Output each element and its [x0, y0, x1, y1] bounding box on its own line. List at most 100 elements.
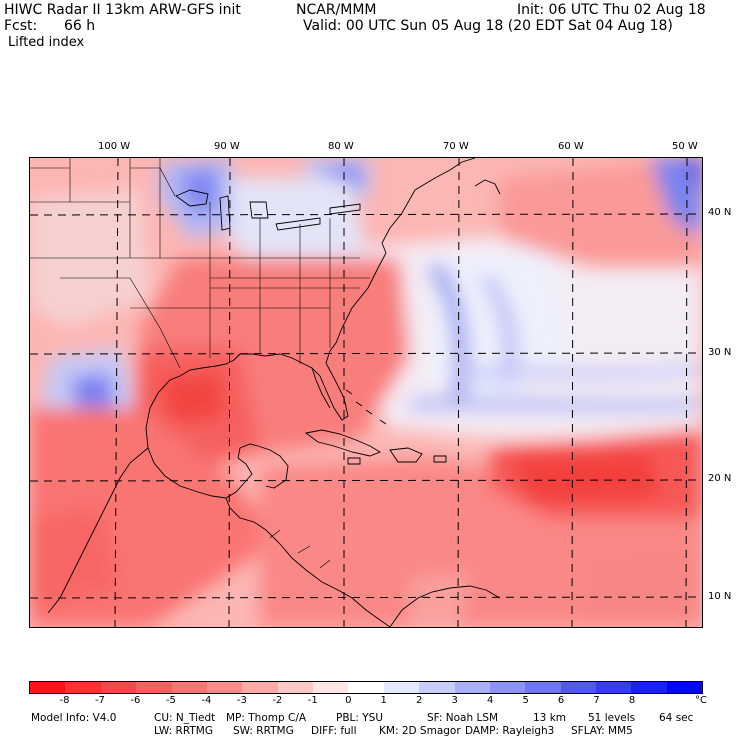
lat-label-20n: 20 N — [708, 473, 732, 484]
colorbar-swatch — [65, 682, 101, 693]
map-canvas — [30, 158, 702, 627]
state-borders — [30, 158, 370, 569]
colorbar-swatch — [100, 682, 137, 693]
colorbar-tick-label: 2 — [416, 695, 423, 706]
parallel-30n — [30, 352, 702, 355]
longwave-scheme: LW: RRTMG — [154, 725, 213, 737]
surface-layer-scheme: SFLAY: MM5 — [571, 725, 633, 737]
cumulus-scheme: CU: N_Tiedt — [154, 712, 216, 724]
parallel-10n — [30, 596, 702, 599]
colorbar-tick-label: 8 — [628, 695, 636, 706]
colorbar-swatch — [136, 682, 172, 693]
colorbar-tick-label: -5 — [165, 695, 176, 706]
colorbar-swatch — [206, 682, 243, 693]
us-canada-border — [30, 167, 176, 197]
colorbar-swatch — [419, 682, 455, 693]
bahamas — [345, 389, 387, 425]
lake-ontario — [329, 203, 361, 215]
us-mexico-border — [60, 277, 181, 369]
lat-label-40n: 40 N — [708, 207, 732, 218]
colorbar — [29, 681, 703, 694]
colorbar-swatch — [242, 682, 278, 693]
vertical-levels: 51 levels — [588, 712, 636, 724]
colorbar-swatch — [348, 682, 384, 693]
colorbar-swatch — [30, 682, 66, 693]
parallel-20n — [30, 479, 702, 482]
border-line — [69, 158, 331, 364]
diffusion-option: DIFF: full — [311, 725, 357, 737]
colorbar-tick-label: -3 — [236, 695, 247, 706]
shortwave-scheme: SW: RRTMG — [233, 725, 294, 737]
lon-label-80w: 80 W — [328, 141, 354, 152]
lifted-index-map — [29, 157, 703, 628]
colorbar-tick-label: 3 — [451, 695, 458, 706]
colorbar-swatch — [525, 682, 561, 693]
colorbar-tick-label: 6 — [557, 695, 565, 706]
florida-west-coast — [311, 367, 331, 409]
model-info: Model Info: V4.0 — [31, 712, 117, 724]
colorbar-swatch — [560, 682, 596, 693]
lon-label-90w: 90 W — [214, 141, 240, 152]
colorbar-tick-label: -2 — [272, 695, 283, 706]
colorbar-swatch — [313, 682, 349, 693]
forecast-label: Fcst: — [4, 18, 38, 34]
border-line — [130, 277, 370, 309]
central-america-coast — [225, 497, 391, 627]
jamaica — [347, 457, 361, 465]
puerto-rico — [433, 455, 447, 463]
colorbar-tick-label: -4 — [201, 695, 212, 706]
lifted-index-field — [30, 158, 702, 627]
coastlines — [47, 158, 501, 627]
colorbar-tick-label: -8 — [59, 695, 70, 706]
colorbar-tick-label: -1 — [307, 695, 318, 706]
graticule — [30, 158, 702, 627]
new-england-coast — [414, 158, 476, 191]
colorbar-tick-label: 4 — [486, 695, 494, 706]
border-line — [30, 201, 360, 259]
colorbar-swatch — [454, 682, 490, 693]
colorbar-tick-label: -7 — [94, 695, 105, 706]
lake-michigan — [219, 195, 231, 231]
pbl-scheme: PBL: YSU — [336, 712, 384, 724]
lake-superior — [175, 189, 209, 207]
valid-time: Valid: 00 UTC Sun 05 Aug 18 (20 EDT Sat … — [303, 18, 673, 34]
colorbar-swatch — [666, 682, 703, 693]
colorbar-tick-label: 0 — [345, 695, 352, 706]
forecast-hour: 66 h — [64, 18, 96, 34]
south-america-coast — [389, 585, 501, 627]
cuba — [304, 429, 382, 457]
resolution: 13 km — [533, 712, 567, 724]
colorbar-swatch — [596, 682, 632, 693]
surface-scheme: SF: Noah LSM — [427, 712, 499, 724]
hispaniola — [389, 447, 423, 463]
colorbar-swatch — [171, 682, 207, 693]
institution-label: NCAR/MMM — [296, 2, 377, 18]
gulf-coast — [145, 189, 416, 499]
lon-label-70w: 70 W — [443, 141, 469, 152]
lat-label-10n: 10 N — [708, 591, 732, 602]
colorbar-tick-label: 1 — [380, 695, 387, 706]
colorbar-swatch — [631, 682, 667, 693]
yucatan-coast — [257, 445, 289, 489]
lat-label-30n: 30 N — [708, 347, 732, 358]
central-america-borders — [269, 529, 331, 569]
lake-huron — [249, 201, 269, 219]
lon-label-100w: 100 W — [98, 141, 131, 152]
lon-label-50w: 50 W — [672, 141, 698, 152]
colorbar-tick-label: -6 — [130, 695, 141, 706]
colorbar-swatch — [489, 682, 526, 693]
km-option: KM: 2D Smagor — [379, 725, 461, 737]
field-name: Lifted index — [8, 35, 85, 50]
damping-option: DAMP: Rayleigh3 — [465, 725, 555, 737]
colorbar-swatch — [383, 682, 420, 693]
model-title: HIWC Radar II 13km ARW-GFS init — [4, 2, 241, 18]
colorbar-unit: °C — [695, 695, 707, 706]
nova-scotia — [474, 179, 501, 195]
microphysics-scheme: MP: Thomp C/A — [226, 712, 307, 724]
colorbar-tick-label: 5 — [522, 695, 529, 706]
init-time: Init: 06 UTC Thu 02 Aug 18 — [517, 2, 706, 18]
time-step: 64 sec — [659, 712, 694, 724]
mexico-pacific-coast — [47, 447, 149, 614]
lake-erie — [275, 217, 321, 231]
colorbar-tick-label: 7 — [593, 695, 600, 706]
